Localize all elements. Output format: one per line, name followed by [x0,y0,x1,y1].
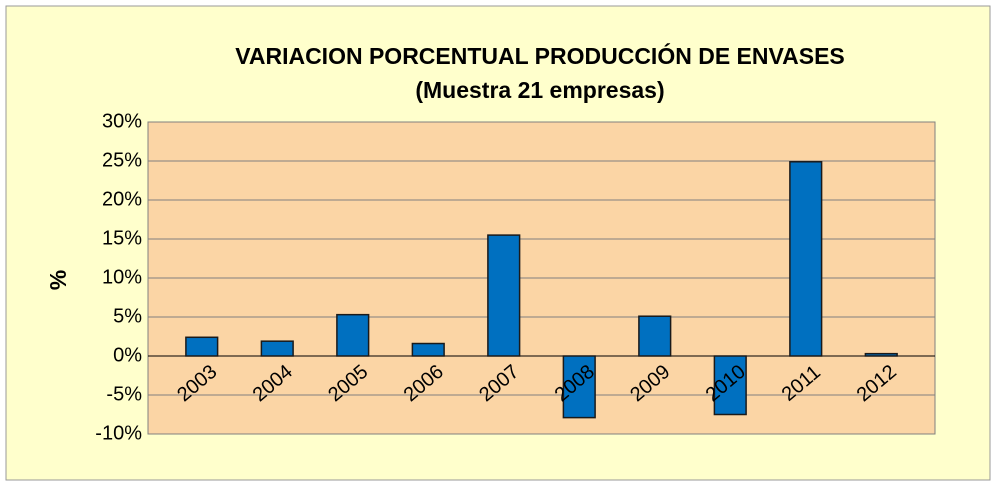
bar [864,352,898,357]
y-tick-label: 25% [102,149,142,171]
bar [713,355,747,416]
y-tick-label: -5% [106,383,142,405]
y-tick-label: 0% [113,344,142,366]
y-tick-label: 5% [113,305,142,327]
bar [411,342,445,357]
y-tick-label: -10% [95,422,142,444]
bar [789,161,823,357]
bar [562,355,596,419]
y-tick-label: 15% [102,227,142,249]
bar [336,313,370,357]
y-tick-label: 20% [102,188,142,210]
y-tick-label: 10% [102,266,142,288]
y-tick-label: 30% [102,110,142,132]
bar [487,234,521,357]
y-axis-label: % [45,270,71,290]
chart-title: VARIACION PORCENTUAL PRODUCCIÓN DE ENVAS… [235,42,845,69]
bar [185,336,219,357]
bar [638,315,672,357]
bar [260,340,294,357]
chart-subtitle: (Muestra 21 empresas) [415,77,664,103]
